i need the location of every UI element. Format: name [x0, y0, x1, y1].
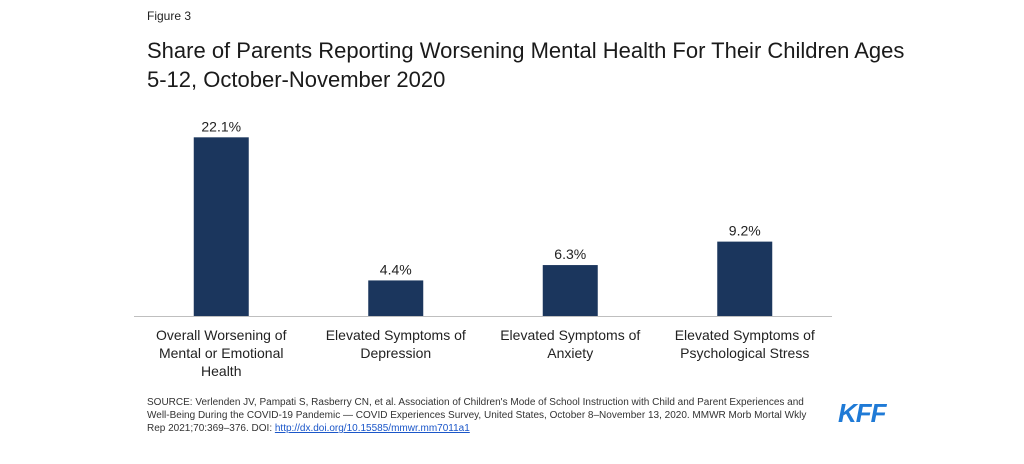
- data-label-4: 9.2%: [729, 223, 761, 239]
- data-label-3: 6.3%: [554, 246, 586, 262]
- category-label-1: Overall Worsening of Mental or Emotional H…: [156, 327, 287, 379]
- chart-title: Share of Parents Reporting Worsening Men…: [147, 38, 905, 92]
- data-label-2: 4.4%: [380, 261, 412, 277]
- bar-1: [193, 137, 249, 316]
- data-label-1: 22.1%: [201, 118, 241, 134]
- bar-3: [542, 265, 598, 316]
- figure-label: Figure 3: [147, 9, 192, 23]
- category-label-3: Elevated Symptoms of Anxiety: [500, 327, 640, 361]
- bar-2: [368, 280, 424, 316]
- source-note: SOURCE: Verlenden JV, Pampati S, Rasberr…: [147, 396, 827, 435]
- source-link[interactable]: http://dx.doi.org/10.15585/mmwr.mm7011a1: [274, 423, 470, 434]
- category-label-2: Elevated Symptoms of Depression: [326, 327, 466, 361]
- source-text: SOURCE: Verlenden JV, Pampati S, Rasberr…: [147, 397, 807, 434]
- kff-logo: KFF: [838, 398, 887, 428]
- bar-4: [717, 241, 773, 316]
- category-label-4: Elevated Symptoms of Psychological Stress: [675, 327, 815, 361]
